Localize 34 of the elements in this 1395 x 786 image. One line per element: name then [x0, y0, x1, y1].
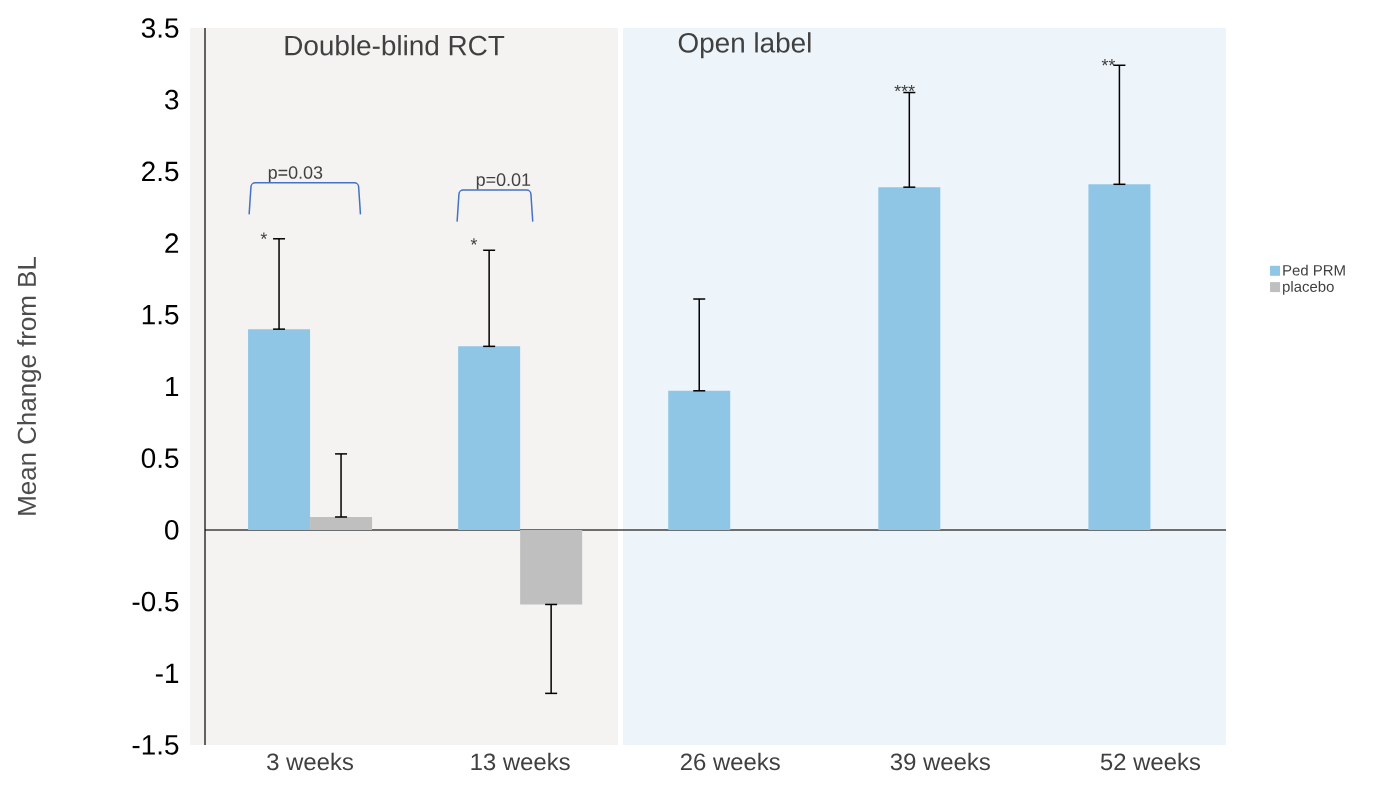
bar: [1088, 184, 1151, 530]
annotation: Double-blind RCT: [285, 34, 505, 56]
y-tick-label: 3: [165, 89, 179, 110]
y-tick-label: 3.5: [141, 18, 179, 38]
legend-label: placebo: [1283, 280, 1334, 295]
y-tick-label: -1.5: [132, 735, 179, 755]
y-tick-label: 2: [165, 233, 179, 253]
annotation: **: [1101, 59, 1116, 66]
y-tick-label: 1: [166, 376, 179, 397]
annotation: p=0.01: [476, 173, 531, 190]
y-tick-label: -1: [155, 663, 179, 683]
annotation: *: [470, 238, 478, 245]
x-tick-label: 3 weeks: [267, 752, 354, 771]
y-tick-label: 0.5: [141, 448, 179, 469]
bar: [248, 329, 311, 530]
bar: [520, 529, 583, 605]
y-axis-title: Mean Change from BL: [17, 257, 42, 515]
annotation: *: [260, 232, 268, 239]
bar: [458, 346, 521, 530]
y-tick-label: 2.5: [142, 161, 179, 182]
bar: [310, 516, 373, 530]
y-tick-label: 1.5: [142, 305, 179, 325]
x-tick-label: 52 weeks: [1100, 752, 1201, 771]
x-tick-label: 26 weeks: [680, 752, 780, 771]
annotation: ***: [894, 84, 915, 92]
legend-label: Ped PRM: [1283, 264, 1345, 276]
y-tick-label: 0: [165, 520, 179, 540]
annotation: Open label: [678, 32, 811, 59]
x-tick-label: 13 weeks: [471, 752, 570, 771]
annotation: p=0.03: [268, 166, 323, 183]
bar: [878, 187, 941, 530]
y-tick-label: -0.5: [132, 591, 179, 612]
bar: [668, 390, 731, 530]
x-tick-label: 39 weeks: [890, 752, 990, 771]
